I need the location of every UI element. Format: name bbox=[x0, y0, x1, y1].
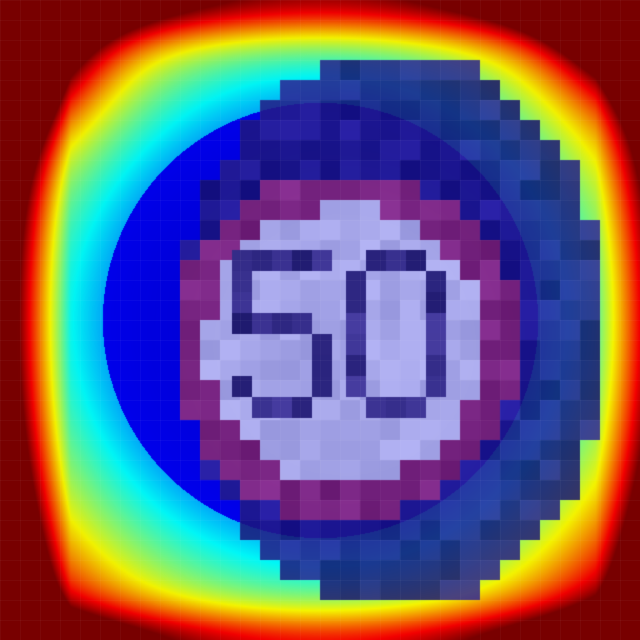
heatmap-image: 50 bbox=[0, 0, 640, 640]
traffic-sign-heatmap bbox=[0, 0, 640, 640]
